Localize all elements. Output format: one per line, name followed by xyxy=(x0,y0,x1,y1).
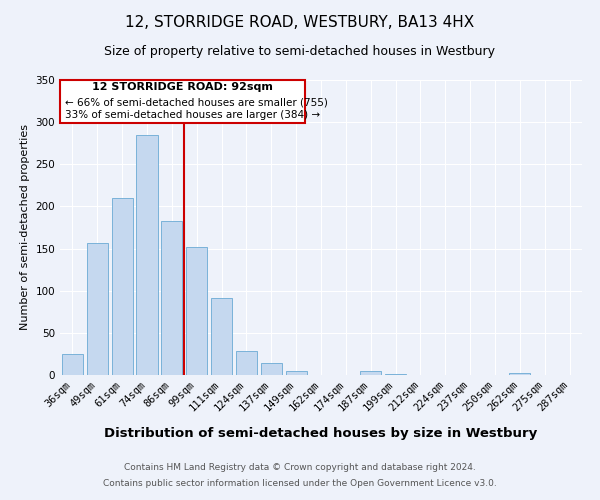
Bar xyxy=(186,247,207,375)
Bar xyxy=(136,135,158,375)
Bar xyxy=(261,363,282,375)
Bar xyxy=(87,242,108,375)
Bar xyxy=(112,198,133,375)
Bar xyxy=(236,352,257,375)
Bar xyxy=(360,371,381,375)
Bar xyxy=(211,298,232,375)
FancyBboxPatch shape xyxy=(60,80,305,123)
Bar xyxy=(161,221,182,375)
Text: 12 STORRIDGE ROAD: 92sqm: 12 STORRIDGE ROAD: 92sqm xyxy=(92,82,273,92)
Text: ← 66% of semi-detached houses are smaller (755): ← 66% of semi-detached houses are smalle… xyxy=(65,97,328,107)
Bar xyxy=(62,354,83,375)
Bar xyxy=(286,371,307,375)
Bar xyxy=(385,374,406,375)
Text: 12, STORRIDGE ROAD, WESTBURY, BA13 4HX: 12, STORRIDGE ROAD, WESTBURY, BA13 4HX xyxy=(125,15,475,30)
Text: Size of property relative to semi-detached houses in Westbury: Size of property relative to semi-detach… xyxy=(104,45,496,58)
Text: Distribution of semi-detached houses by size in Westbury: Distribution of semi-detached houses by … xyxy=(104,428,538,440)
Bar xyxy=(509,374,530,375)
Text: Contains public sector information licensed under the Open Government Licence v3: Contains public sector information licen… xyxy=(103,478,497,488)
Text: 33% of semi-detached houses are larger (384) →: 33% of semi-detached houses are larger (… xyxy=(65,110,320,120)
Y-axis label: Number of semi-detached properties: Number of semi-detached properties xyxy=(20,124,30,330)
Text: Contains HM Land Registry data © Crown copyright and database right 2024.: Contains HM Land Registry data © Crown c… xyxy=(124,464,476,472)
